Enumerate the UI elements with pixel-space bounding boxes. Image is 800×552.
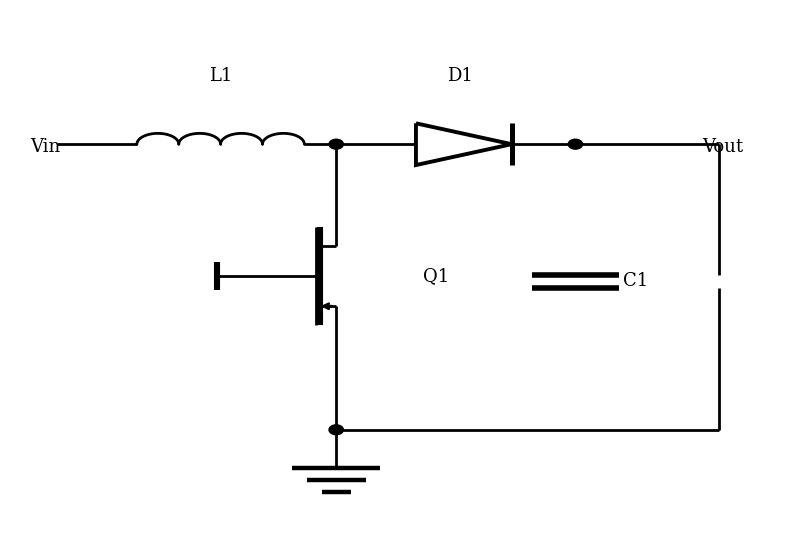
Circle shape bbox=[329, 139, 343, 149]
Text: D1: D1 bbox=[447, 67, 473, 84]
Circle shape bbox=[568, 139, 582, 149]
Text: Q1: Q1 bbox=[422, 267, 449, 285]
Text: Vout: Vout bbox=[702, 138, 743, 156]
Text: Vin: Vin bbox=[30, 138, 60, 156]
Text: L1: L1 bbox=[209, 67, 232, 84]
Circle shape bbox=[329, 425, 343, 435]
Text: C1: C1 bbox=[622, 273, 648, 290]
